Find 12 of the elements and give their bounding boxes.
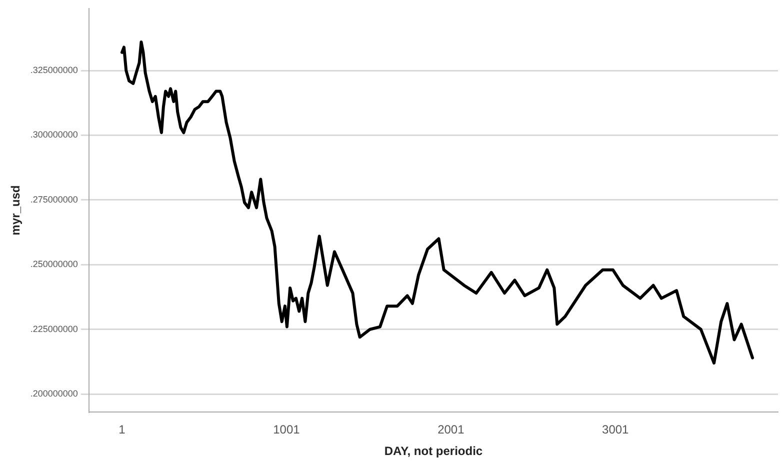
y-tick-label: .200000000 — [30, 388, 78, 399]
y-tick-label: .275000000 — [30, 194, 78, 204]
x-tick-label: 1001 — [273, 422, 300, 437]
y-tick-label: .225000000 — [30, 324, 78, 334]
y-tick-label: .250000000 — [30, 259, 78, 270]
x-tick-label: 1 — [118, 422, 126, 437]
y-tick-label: .300000000 — [30, 130, 78, 140]
x-tick-label: 3001 — [602, 422, 630, 437]
y-tick-label: .325000000 — [30, 65, 78, 76]
x-axis-title: DAY, not periodic — [384, 444, 483, 458]
y-axis-title: myr_usd — [8, 185, 23, 236]
x-tick-label: 2001 — [438, 422, 465, 437]
